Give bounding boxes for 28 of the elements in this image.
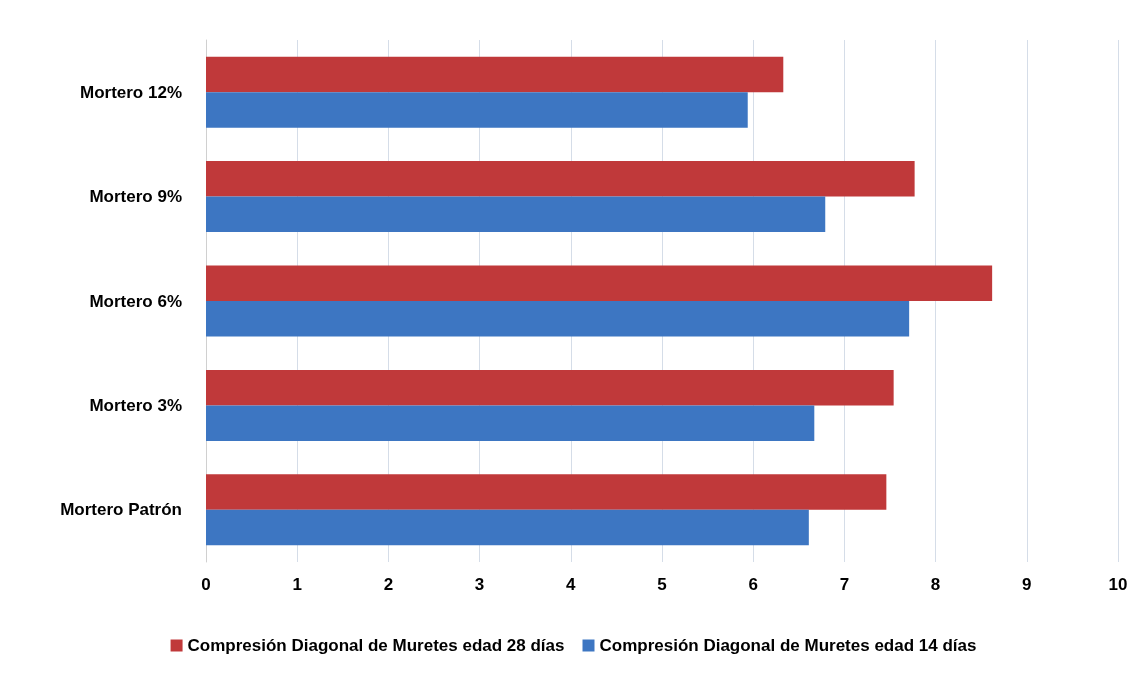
bar	[206, 196, 826, 233]
bar	[206, 301, 910, 337]
x-tick-label: 2	[383, 575, 394, 594]
legend-label: Compresión Diagonal de Muretes edad 28 días	[187, 636, 565, 655]
x-tick-label: 6	[748, 575, 758, 594]
y-tick-label: Mortero 6%	[89, 291, 182, 311]
bar	[206, 509, 809, 546]
x-tick-label: 0	[201, 575, 211, 594]
x-tick-label: 7	[839, 575, 850, 594]
bar	[206, 369, 894, 406]
y-tick-label: Mortero 3%	[89, 395, 182, 415]
x-tick-label: 9	[1022, 575, 1032, 594]
legend-label: Compresión Diagonal de Muretes edad 14 días	[599, 636, 977, 655]
bar	[206, 265, 993, 301]
bar	[206, 474, 887, 510]
x-tick-label: 5	[657, 575, 667, 594]
bar	[206, 161, 915, 197]
x-tick-label: 4	[566, 575, 577, 594]
y-tick-label: Mortero 9%	[89, 187, 182, 207]
x-tick-label: 3	[474, 575, 485, 594]
x-tick-label: 1	[292, 575, 302, 594]
y-tick-label: Mortero 12%	[79, 82, 182, 102]
bar	[206, 56, 784, 93]
bar	[206, 405, 815, 441]
y-tick-label: Mortero Patrón	[60, 500, 182, 520]
x-tick-label: 8	[930, 575, 941, 594]
x-tick-label: 10	[1108, 575, 1128, 594]
bar	[206, 92, 748, 128]
